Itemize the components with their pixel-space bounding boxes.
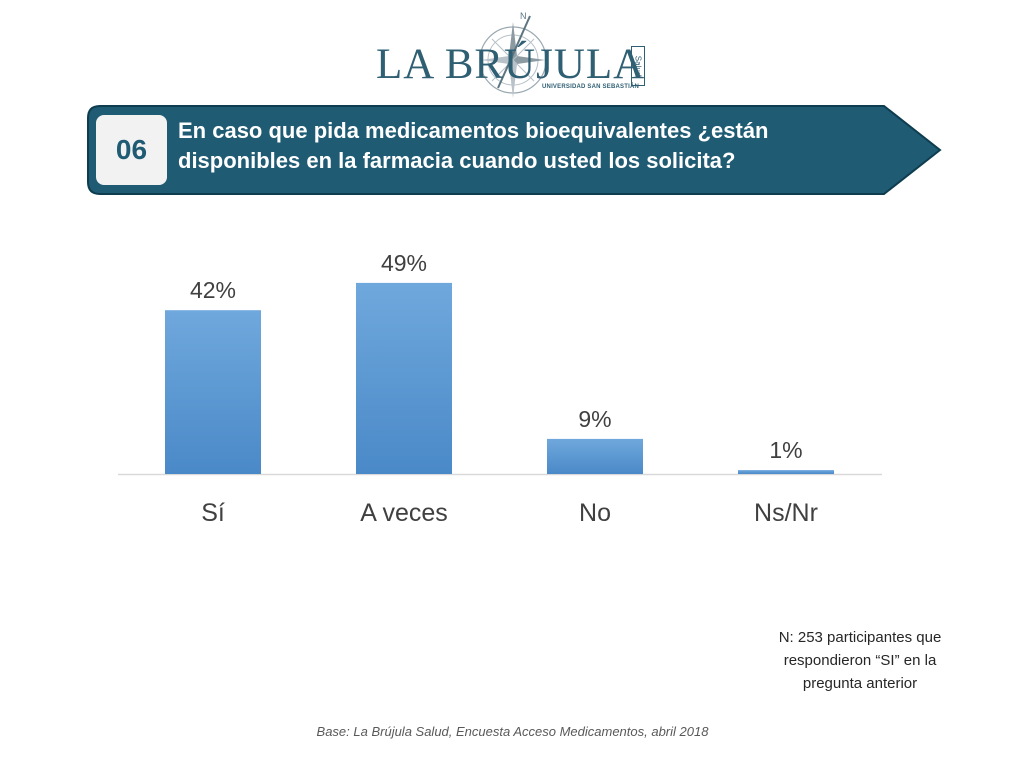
question-number-badge: 06: [96, 115, 167, 185]
bar-2: [547, 438, 643, 474]
source-footer: Base: La Brújula Salud, Encuesta Acceso …: [316, 724, 709, 739]
category-label-1: A veces: [360, 499, 448, 527]
bar-value-label-0: 42%: [190, 277, 236, 303]
category-label-3: Ns/Nr: [754, 499, 818, 527]
sample-note: N: 253 participantes que respondieron “S…: [778, 629, 942, 692]
logo-wordmark: LA BRÚJULA: [376, 41, 646, 88]
bar-value-label-3: 1%: [769, 437, 802, 463]
bar-0: [165, 310, 261, 474]
question-text: En caso que pida medicamentos bioequival…: [178, 118, 769, 173]
category-label-0: Sí: [201, 499, 225, 527]
bar-3: [738, 470, 834, 474]
bar-value-label-1: 49%: [381, 250, 427, 276]
compass-north-mark: N: [520, 11, 527, 21]
question-banner: [87, 105, 942, 195]
bar-value-label-2: 9%: [578, 406, 611, 432]
bar-1: [356, 282, 452, 474]
logo-side-label: Salud: [633, 55, 643, 77]
category-label-2: No: [579, 499, 611, 527]
compass-icon: [479, 15, 547, 98]
la-brujula-logo: LA BRÚJULA UNIVERSIDAD SAN SEBASTIÁN Sal…: [360, 8, 660, 103]
bar-chart: 42% Sí 49% A veces 9% No 1% Ns/Nr: [118, 250, 882, 527]
logo-subtitle: UNIVERSIDAD SAN SEBASTIÁN: [542, 84, 640, 90]
logo-side-tag: Salud: [631, 46, 645, 86]
